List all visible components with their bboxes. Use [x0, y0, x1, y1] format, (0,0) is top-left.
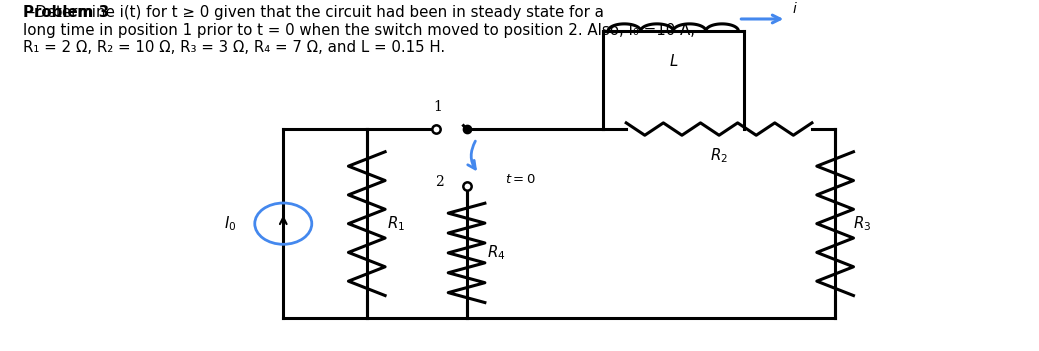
Text: 1: 1 [433, 100, 443, 114]
Text: $L$: $L$ [668, 53, 678, 69]
Text: –Determine i(t) for t ≥ 0 given that the circuit had been in steady state for a
: –Determine i(t) for t ≥ 0 given that the… [23, 5, 695, 55]
Text: $R_3$: $R_3$ [853, 214, 872, 233]
Text: $I_0$: $I_0$ [224, 214, 237, 233]
Text: $R_2$: $R_2$ [710, 146, 728, 165]
Text: $R_4$: $R_4$ [487, 244, 505, 262]
Text: $i$: $i$ [793, 1, 798, 16]
Text: Problem 3: Problem 3 [23, 5, 109, 20]
Text: $R_1$: $R_1$ [388, 214, 405, 233]
Text: 2: 2 [435, 176, 444, 190]
Text: $t=0$: $t=0$ [505, 173, 536, 186]
